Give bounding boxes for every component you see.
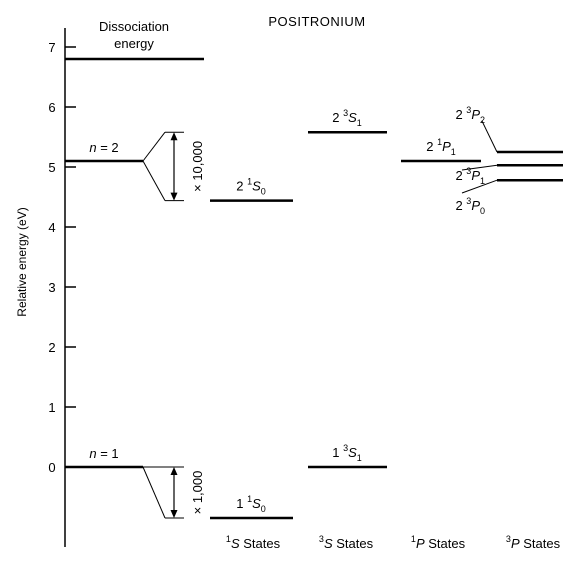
state-label-j: 1	[480, 176, 485, 186]
y-tick-label: 4	[48, 220, 55, 235]
principal-quantum-symbol: n	[89, 140, 96, 155]
magnification-markers: × 10,000 × 1,000	[142, 131, 205, 519]
magnify-arrow-head-up	[170, 132, 178, 141]
column-label-suffix: States	[425, 536, 466, 551]
column-label-multiplicity: 3	[506, 534, 511, 544]
y-axis-label: Relative energy (eV)	[15, 207, 29, 316]
column-label-suffix: States	[240, 536, 281, 551]
state-label-j: 0	[261, 187, 266, 197]
state-label-multiplicity: 3	[466, 166, 471, 176]
column-label-multiplicity: 1	[411, 534, 416, 544]
state-connector-line	[481, 120, 498, 153]
magnify-arrow-head-up	[170, 467, 178, 475]
state-label-multiplicity: 1	[247, 494, 252, 504]
principal-level-label: n = 2	[89, 140, 118, 155]
column-label-letter: P	[511, 536, 520, 551]
state-label-letter: P	[471, 198, 480, 213]
y-tick-label: 1	[48, 400, 55, 415]
state-label: 2 3P0	[455, 196, 485, 216]
state-label-j: 0	[261, 504, 266, 514]
state-label-multiplicity: 3	[343, 443, 348, 453]
state-label-n: 1	[332, 445, 343, 460]
state-label-n: 2	[236, 179, 247, 194]
dissociation-label-line1: Dissociation	[99, 19, 169, 34]
y-tick-label: 3	[48, 280, 55, 295]
magnify-arrow-head-down	[170, 510, 178, 518]
state-label: 2 1S0	[236, 177, 266, 197]
column-label-letter: P	[416, 536, 425, 551]
fan-line-upper	[142, 131, 166, 162]
state-label-j: 1	[451, 147, 456, 157]
y-tick-label: 6	[48, 100, 55, 115]
principal-levels: n = 2n = 1	[65, 140, 143, 469]
y-tick-label: 7	[48, 40, 55, 55]
state-label-letter: S	[252, 179, 261, 194]
magnification-label: × 1,000	[190, 471, 205, 515]
y-axis-ticks: 0 1 2 3 4 5 6 7	[48, 40, 76, 475]
column-label-multiplicity: 3	[319, 534, 324, 544]
state-label-n: 2	[455, 198, 466, 213]
state-label-n: 2	[455, 107, 466, 122]
state-label-multiplicity: 1	[247, 177, 252, 187]
state-label-letter: S	[348, 110, 357, 125]
dissociation-label-line2: energy	[114, 36, 154, 51]
state-label: 2 1P1	[426, 137, 456, 157]
state-label: 2 3P1	[455, 166, 485, 186]
state-label-letter: P	[471, 168, 480, 183]
column-label-suffix: States	[333, 536, 374, 551]
state-label: 1 1S0	[236, 494, 266, 514]
state-label-j: 2	[480, 115, 485, 125]
state-label-multiplicity: 3	[466, 196, 471, 206]
principal-quantum-value: = 2	[97, 140, 119, 155]
diagram-title: POSITRONIUM	[268, 14, 365, 29]
column-labels: 1S States 3S States 1P States 3P States	[226, 534, 561, 551]
state-label-letter: P	[442, 139, 451, 154]
y-tick-label: 5	[48, 160, 55, 175]
state-label-n: 1	[236, 496, 247, 511]
column-label-multiplicity: 1	[226, 534, 231, 544]
magnification-label: × 10,000	[190, 141, 205, 192]
state-label-n: 2	[455, 168, 466, 183]
column-label: 1P States	[411, 534, 466, 551]
column-label: 3P States	[506, 534, 561, 551]
state-label: 1 3S1	[332, 443, 362, 463]
state-label-j: 1	[357, 118, 362, 128]
y-tick-label: 0	[48, 460, 55, 475]
state-label-n: 2	[332, 110, 343, 125]
state-label-j: 1	[357, 453, 362, 463]
principal-level-label: n = 1	[89, 446, 118, 461]
principal-quantum-symbol: n	[89, 446, 96, 461]
column-label-letter: S	[324, 536, 333, 551]
state-label-j: 0	[480, 206, 485, 216]
state-label-n: 2	[426, 139, 437, 154]
state-label-multiplicity: 3	[466, 105, 471, 115]
column-label: 3S States	[319, 534, 374, 551]
y-tick-label: 2	[48, 340, 55, 355]
state-connector-line	[461, 164, 498, 171]
column-label: 1S States	[226, 534, 281, 551]
fan-line-lower	[142, 160, 166, 201]
column-label-suffix: States	[520, 536, 561, 551]
principal-quantum-value: = 1	[97, 446, 119, 461]
column-label-letter: S	[231, 536, 240, 551]
fan-line-lower	[142, 466, 166, 519]
magnify-arrow-head-down	[170, 192, 178, 201]
state-label-multiplicity: 1	[437, 137, 442, 147]
state-label-letter: S	[348, 445, 357, 460]
state-label-multiplicity: 3	[343, 108, 348, 118]
state-label: 2 3S1	[332, 108, 362, 128]
state-label: 2 3P2	[455, 105, 485, 125]
state-connector-line	[461, 179, 498, 194]
state-label-letter: P	[471, 107, 480, 122]
state-label-letter: S	[252, 496, 261, 511]
